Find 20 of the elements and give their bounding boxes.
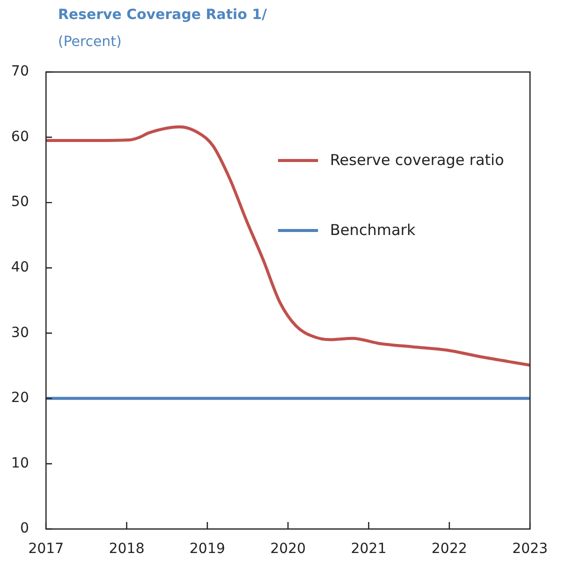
x-tick-label: 2017 — [28, 541, 64, 558]
y-tick-label: 10 — [11, 455, 29, 472]
y-tick-label: 20 — [11, 390, 29, 406]
line-series — [46, 125, 530, 367]
y-tick-label: 60 — [11, 128, 29, 145]
x-tick-label: 2019 — [190, 541, 226, 558]
y-tick-label: 50 — [11, 194, 29, 210]
chart-title: Reserve Coverage Ratio 1/ — [58, 7, 267, 23]
x-tick-label: 2023 — [512, 541, 548, 558]
legend-label: Reserve coverage ratio — [330, 151, 504, 169]
y-tick-label: 0 — [20, 520, 29, 537]
legend-label: Benchmark — [330, 221, 416, 239]
y-tick-label: 40 — [11, 260, 29, 276]
x-tick-label: 2022 — [432, 541, 468, 558]
x-tick-label: 2020 — [270, 541, 306, 558]
x-tick-label: 2021 — [350, 541, 386, 558]
y-tick-label: 70 — [11, 64, 29, 80]
chart-subtitle: (Percent) — [58, 34, 122, 50]
x-tick-label: 2018 — [108, 541, 144, 558]
y-tick-label: 30 — [11, 324, 29, 341]
